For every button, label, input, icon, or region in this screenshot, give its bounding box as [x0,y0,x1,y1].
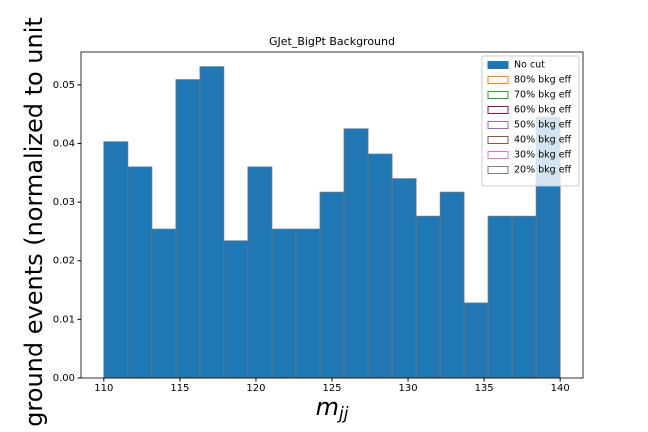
legend-label: 30% bkg eff [514,150,572,161]
legend-swatch [487,91,509,99]
y-tick-label: 0.03 [53,197,75,208]
histogram-bar [511,215,537,379]
x-tick-label: 125 [322,383,341,394]
histogram-bar [199,66,225,379]
histogram-bar [487,215,513,379]
histogram-bar [151,228,177,379]
histogram-bar [415,215,441,379]
legend-box [481,55,580,187]
x-tick-label: 140 [551,383,570,394]
y-tick-label: 0.05 [53,80,75,91]
x-tick-label: 115 [170,383,189,394]
legend-label: 50% bkg eff [514,120,572,131]
histogram-bar [463,302,489,379]
x-tick-label: 120 [246,383,265,394]
legend-label: 70% bkg eff [514,90,572,101]
legend-swatch [487,136,509,144]
legend-label: 80% bkg eff [514,75,572,86]
histogram-bar [103,141,129,379]
histogram-bar [127,166,153,379]
histogram-bar [295,228,321,379]
histogram-bar [223,240,249,379]
histogram-bar [367,153,393,379]
legend-swatch [487,151,509,159]
y-tick-label: 0.04 [53,138,75,149]
histogram-bar [247,166,273,379]
legend-swatch [487,166,509,174]
legend-swatch [487,106,509,114]
histogram-bar [439,191,465,379]
histogram-bar [391,178,417,379]
legend-label: 20% bkg eff [514,165,572,176]
x-axis-label-sub: jj [337,404,349,424]
legend-swatch [487,121,509,129]
legend-swatch [487,61,509,69]
legend-label: No cut [514,60,545,71]
y-tick-label: 0.01 [53,314,75,325]
x-axis-label-main: m [316,393,339,421]
x-tick-label: 110 [94,383,113,394]
x-tick-label: 135 [475,383,494,394]
histogram-bar [271,228,297,379]
histogram-bar [175,79,201,379]
histogram-bar [319,191,345,379]
histogram-bar [343,128,369,379]
y-tick-label: 0.02 [53,256,75,267]
y-axis-label: ground events (normalized to unit [20,17,48,427]
chart-title: GJet_BigPt Background [269,35,395,48]
legend-label: 40% bkg eff [514,135,572,146]
y-tick-label: 0.00 [53,373,75,384]
legend-label: 60% bkg eff [514,105,572,116]
x-axis-label: mjj [316,393,349,424]
x-tick-label: 130 [399,383,418,394]
legend-swatch [487,76,509,84]
